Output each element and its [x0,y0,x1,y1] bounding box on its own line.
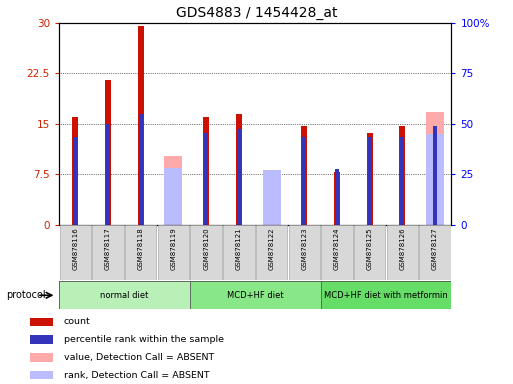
Bar [334,169,339,225]
Text: GSM878123: GSM878123 [301,227,307,270]
Bar [387,225,418,280]
Bar [426,134,444,225]
Text: GSM878121: GSM878121 [236,227,242,270]
Bar [106,124,110,225]
Bar [158,225,189,280]
Bar [289,225,320,280]
Bar [433,126,437,225]
Text: GSM878127: GSM878127 [432,227,438,270]
Bar [420,225,451,280]
Bar [426,113,444,225]
Text: GSM878120: GSM878120 [203,227,209,270]
Bar [301,126,307,225]
Text: GSM878116: GSM878116 [72,227,78,270]
Bar [60,225,91,280]
Text: normal diet: normal diet [100,291,149,300]
Text: GSM878118: GSM878118 [138,227,144,270]
Bar [203,117,209,225]
Text: GSM878124: GSM878124 [334,227,340,270]
Text: GSM878126: GSM878126 [400,227,405,270]
Bar [354,225,385,280]
Bar [223,225,254,280]
Text: GDS4883 / 1454428_at: GDS4883 / 1454428_at [176,6,337,20]
Text: count: count [64,317,91,326]
Text: protocol: protocol [6,290,46,300]
Bar [321,281,451,309]
Bar [138,26,144,225]
Bar [256,225,287,280]
Bar [204,132,208,225]
Bar [190,225,222,280]
Text: GSM878125: GSM878125 [367,227,372,270]
Bar [72,117,78,225]
Bar [30,371,53,379]
Bar [30,335,53,344]
Bar [30,318,53,326]
Bar [92,225,124,280]
Bar [263,170,281,225]
Bar [237,129,241,225]
Text: percentile rank within the sample: percentile rank within the sample [64,335,224,344]
Text: rank, Detection Call = ABSENT: rank, Detection Call = ABSENT [64,371,209,380]
Bar [263,172,281,225]
Bar [334,172,340,225]
Bar [302,137,306,225]
Bar [165,156,183,225]
Text: MCD+HF diet with metformin: MCD+HF diet with metformin [324,291,448,300]
Bar [165,168,183,225]
Bar [105,80,111,225]
Bar [400,126,405,225]
Bar [368,137,371,225]
Text: GSM878117: GSM878117 [105,227,111,270]
Bar [321,225,352,280]
Text: GSM878122: GSM878122 [269,227,274,270]
Text: GSM878119: GSM878119 [170,227,176,270]
Bar [125,225,156,280]
Bar [139,114,143,225]
Bar [190,281,321,309]
Text: MCD+HF diet: MCD+HF diet [227,291,284,300]
Bar [401,137,404,225]
Bar [236,114,242,225]
Bar [367,132,372,225]
Bar [30,353,53,362]
Text: value, Detection Call = ABSENT: value, Detection Call = ABSENT [64,353,214,362]
Bar [73,137,77,225]
Bar [59,281,190,309]
